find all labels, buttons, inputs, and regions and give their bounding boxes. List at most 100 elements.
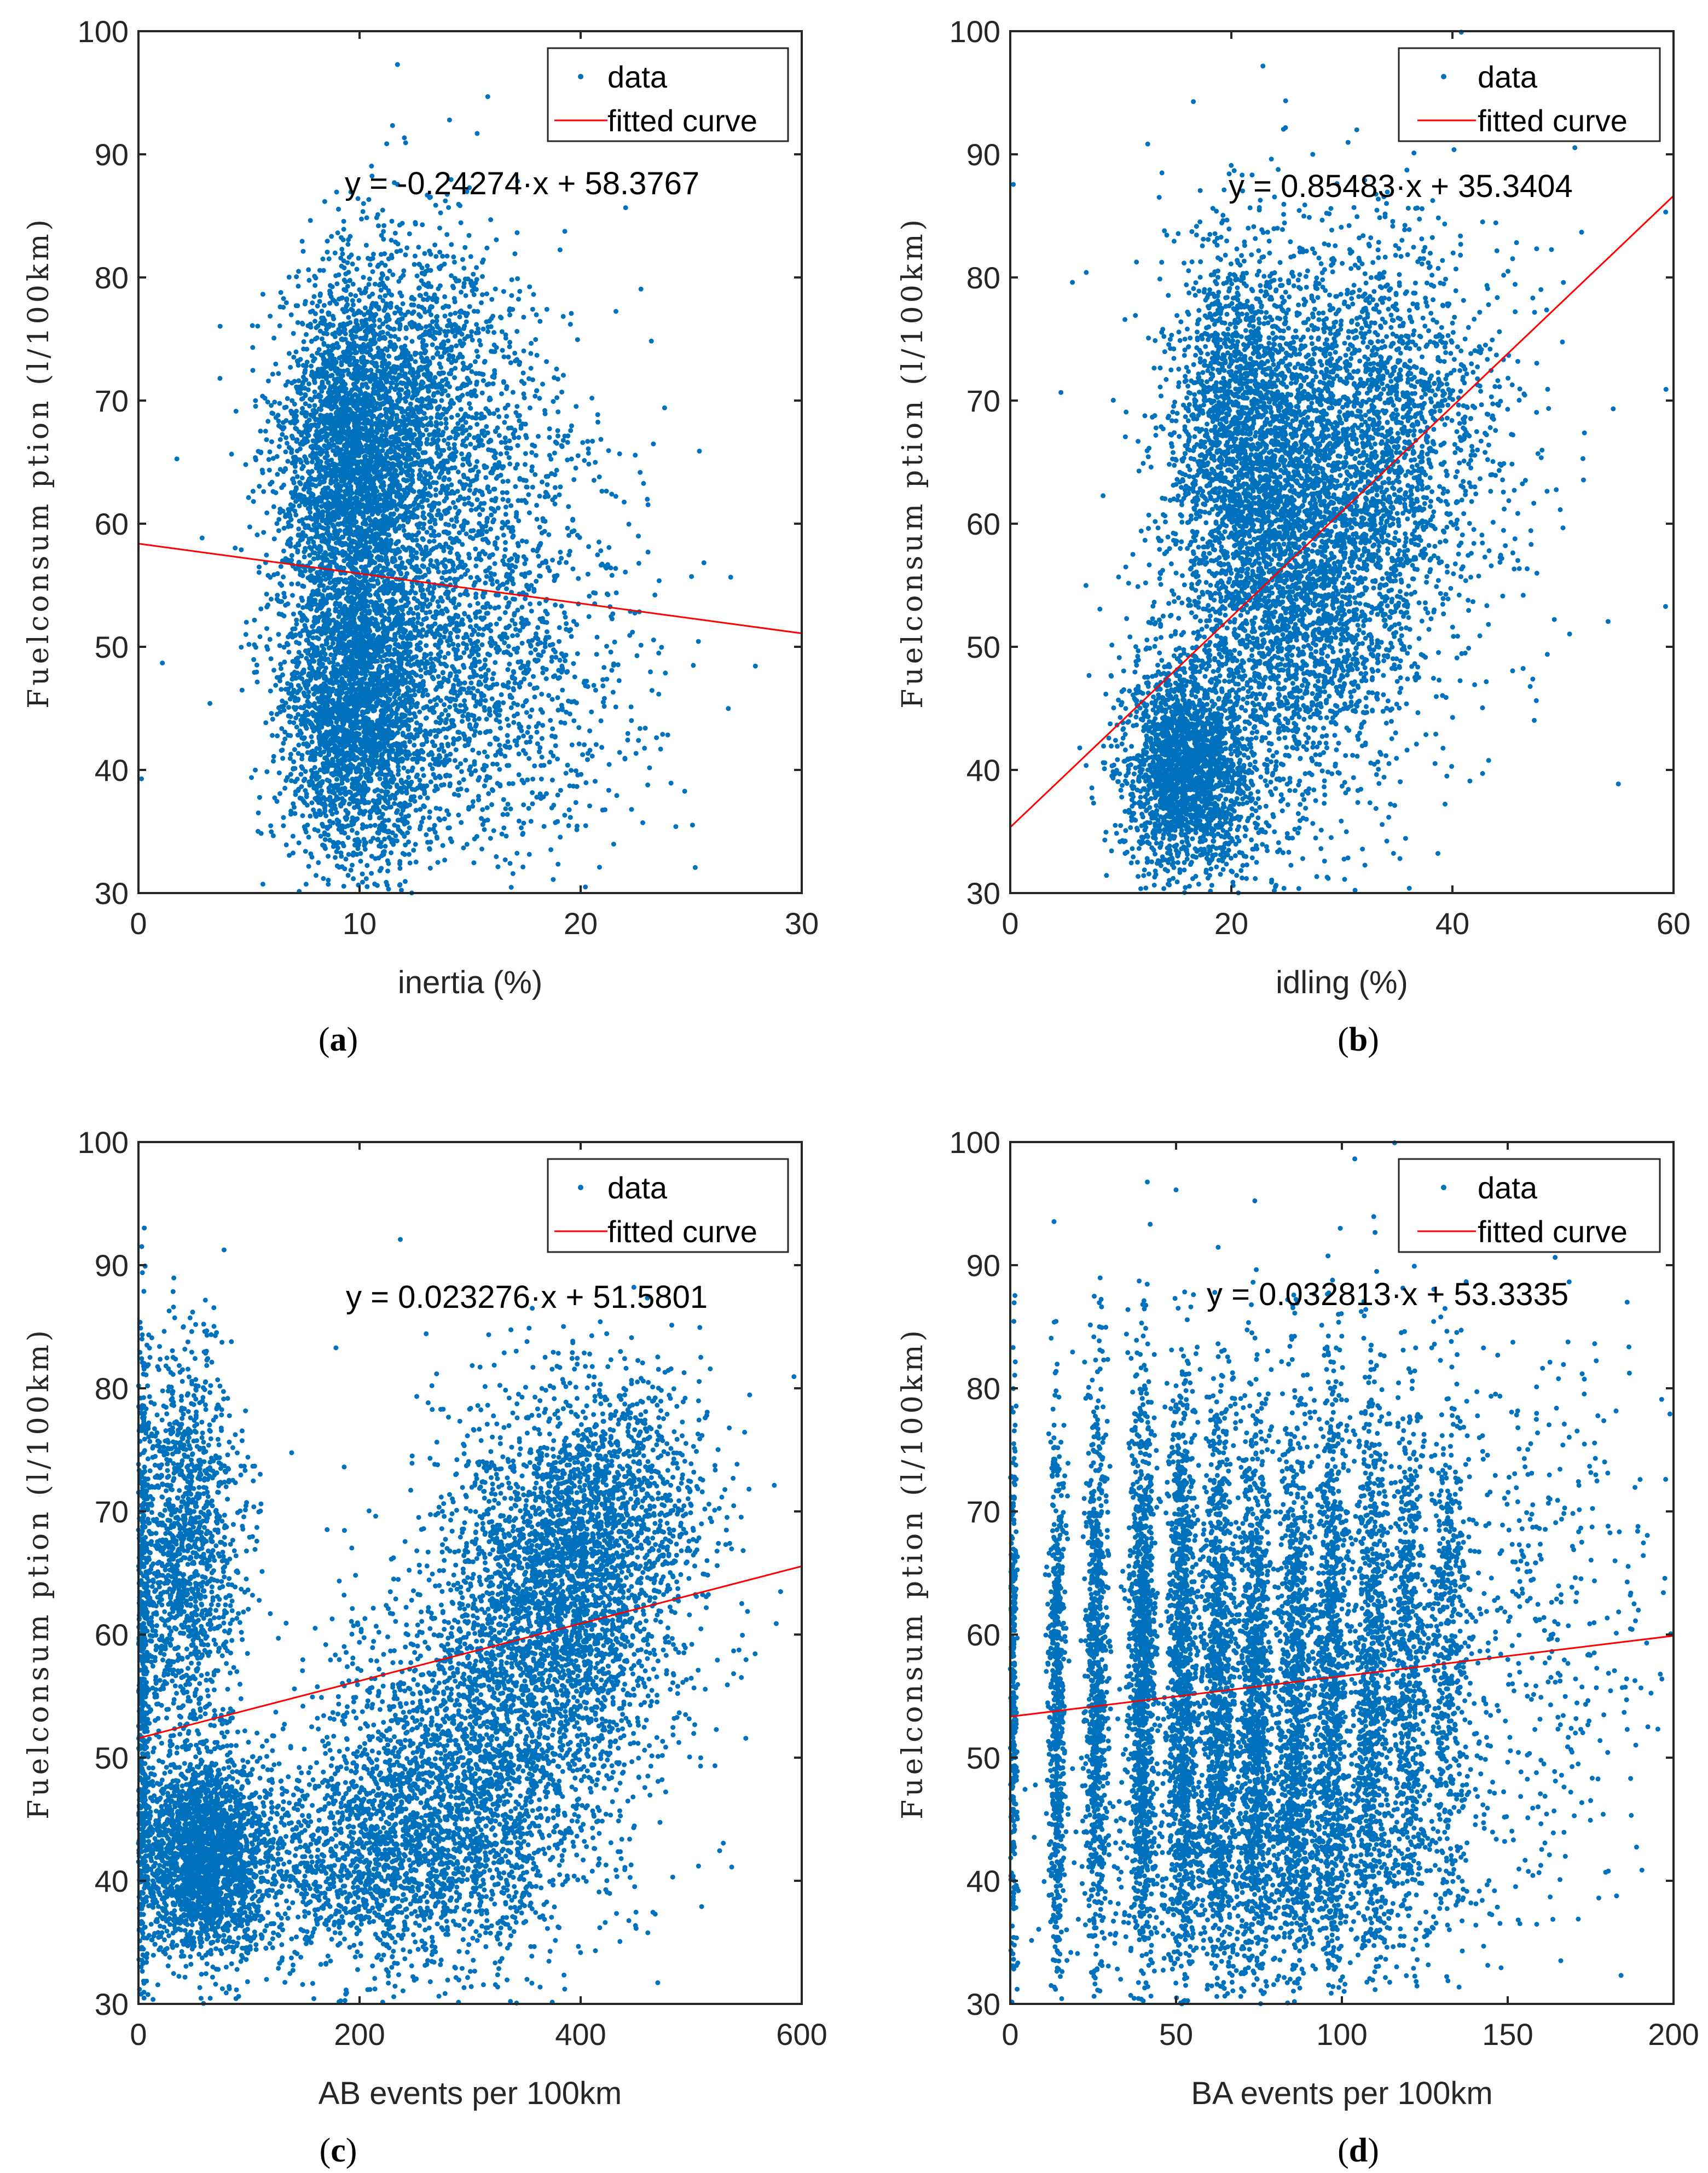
x-tick-label: 150 — [1482, 2017, 1533, 2052]
x-tick-label: 0 — [1001, 2017, 1018, 2052]
y-tick-label: 90 — [966, 137, 1000, 172]
axes-box — [1009, 30, 1675, 894]
x-tick-label: 30 — [785, 906, 819, 941]
legend-box — [547, 47, 789, 142]
y-tick-label: 90 — [966, 1248, 1000, 1283]
legend-entry-data: data — [607, 60, 668, 94]
y-tick-label: 40 — [95, 1864, 129, 1898]
data-points — [1008, 1140, 1674, 2007]
y-tick-label: 100 — [949, 14, 1000, 49]
y-tick-label: 80 — [95, 260, 129, 295]
y-tick-label: 30 — [966, 876, 1000, 911]
scatter-points — [1008, 1140, 1674, 2007]
y-tick-label: 60 — [95, 507, 129, 541]
y-tick-label: 70 — [966, 1494, 1000, 1529]
panel-d: 30 40 50 60 70 80 90 100 0 50 100 150 200 y = 0.032… — [896, 1125, 1699, 2169]
y-ticks: 30 40 50 60 70 80 90 100 — [949, 14, 1674, 911]
y-tick-label: 30 — [966, 1987, 1000, 2021]
y-ticks: 30 40 50 60 70 80 90 100 — [78, 1125, 802, 2021]
y-tick-label: 40 — [95, 753, 129, 787]
legend-entry-data: data — [1478, 1170, 1538, 1205]
legend-box — [1398, 47, 1661, 142]
panel-letter: a — [330, 1021, 347, 1058]
legend: data fitted curve — [1398, 47, 1661, 142]
y-ticks: 30 40 50 60 70 80 90 100 — [949, 1125, 1674, 2021]
x-tick-label: 0 — [130, 906, 147, 941]
x-tick-label: 60 — [1657, 906, 1690, 941]
y-tick-label: 80 — [95, 1371, 129, 1406]
panel-label: (c) — [320, 2132, 357, 2169]
panel-letter: b — [1349, 1021, 1368, 1058]
fit-equation: y = 0.032813·x + 53.3335 — [1207, 1277, 1568, 1312]
legend-entry-fitted-curve: fitted curve — [1478, 103, 1628, 138]
x-ticks: 0 10 20 30 — [130, 31, 819, 941]
x-tick-label: 0 — [1001, 906, 1018, 941]
y-tick-label: 100 — [949, 1125, 1000, 1160]
x-axis-label: BA events per 100km — [1191, 2076, 1492, 2111]
y-tick-label: 40 — [966, 753, 1000, 787]
data-points — [136, 1225, 797, 2006]
fitted-curve-line — [1010, 1635, 1674, 1718]
y-tick-label: 50 — [95, 1741, 129, 1775]
y-tick-label: 100 — [78, 14, 129, 49]
panel-letter: c — [331, 2132, 346, 2169]
x-tick-label: 200 — [1648, 2017, 1699, 2052]
fitted-curve-line — [1009, 195, 1675, 828]
y-tick-label: 50 — [95, 630, 129, 664]
y-axis-label: Fuelconsum ption (l/100km) — [896, 1327, 929, 1819]
panel-a: 30 40 50 60 70 80 90 100 0 10 20 30 y = -0.24274·x… — [22, 14, 819, 1058]
panel-c: 30 40 50 60 70 80 90 100 0 200 400 600 y = 0.02327… — [22, 1125, 827, 2169]
x-tick-label: 20 — [564, 906, 598, 941]
y-tick-label: 50 — [966, 1741, 1000, 1775]
legend-data-marker — [578, 74, 583, 79]
data-points — [139, 62, 758, 896]
legend: data fitted curve — [1398, 1158, 1661, 1253]
x-ticks: 0 20 40 60 — [1001, 31, 1690, 941]
fit-equation: y = 0.85483·x + 35.3404 — [1229, 169, 1573, 204]
y-axis-label: Fuelconsum ption (l/100km) — [896, 216, 929, 709]
x-tick-label: 10 — [343, 906, 377, 941]
x-axis-label: inertia (%) — [398, 965, 542, 1000]
scatter-points — [1011, 30, 1669, 896]
x-axis-label: idling (%) — [1276, 965, 1408, 1000]
panel-b: 30 40 50 60 70 80 90 100 0 20 40 60 y = 0.85483·x … — [896, 14, 1690, 1058]
axes-box — [137, 1141, 803, 2005]
x-tick-label: 400 — [555, 2017, 606, 2052]
panel-label: (d) — [1338, 2132, 1379, 2169]
y-ticks: 30 40 50 60 70 80 90 100 — [78, 14, 802, 911]
y-axis-label: Fuelconsum ption (l/100km) — [22, 216, 55, 709]
y-tick-label: 30 — [95, 876, 129, 911]
panel-letter: d — [1349, 2132, 1368, 2169]
legend-data-marker — [1441, 1185, 1446, 1190]
y-tick-label: 50 — [966, 630, 1000, 664]
y-tick-label: 70 — [95, 1494, 129, 1529]
legend-data-marker — [1441, 74, 1446, 79]
legend-box — [547, 1158, 789, 1253]
x-axis-label: AB events per 100km — [319, 2076, 622, 2111]
data-points — [1011, 30, 1669, 896]
y-tick-label: 80 — [966, 1371, 1000, 1406]
legend: data fitted curve — [547, 1158, 789, 1253]
y-tick-label: 100 — [78, 1125, 129, 1160]
panel-label: (b) — [1338, 1021, 1379, 1058]
scatter-points — [136, 1225, 797, 2006]
legend-entry-data: data — [1478, 60, 1538, 94]
axes-box — [137, 30, 803, 894]
y-tick-label: 70 — [966, 384, 1000, 418]
fitted-curve-line — [138, 1565, 802, 1739]
legend-box — [1398, 1158, 1661, 1253]
y-tick-label: 30 — [95, 1987, 129, 2021]
y-tick-label: 60 — [966, 1618, 1000, 1652]
panel-label: (a) — [319, 1021, 358, 1058]
x-tick-label: 20 — [1214, 906, 1248, 941]
x-tick-label: 200 — [334, 2017, 385, 2052]
x-tick-label: 40 — [1435, 906, 1469, 941]
x-tick-label: 600 — [776, 2017, 827, 2052]
fit-equation: y = -0.24274·x + 58.3767 — [345, 166, 699, 201]
legend-entry-fitted-curve: fitted curve — [607, 103, 757, 138]
x-ticks: 0 50 100 150 200 — [1001, 1142, 1699, 2052]
y-tick-label: 40 — [966, 1864, 1000, 1898]
y-tick-label: 70 — [95, 384, 129, 418]
legend-entry-fitted-curve: fitted curve — [607, 1214, 757, 1249]
